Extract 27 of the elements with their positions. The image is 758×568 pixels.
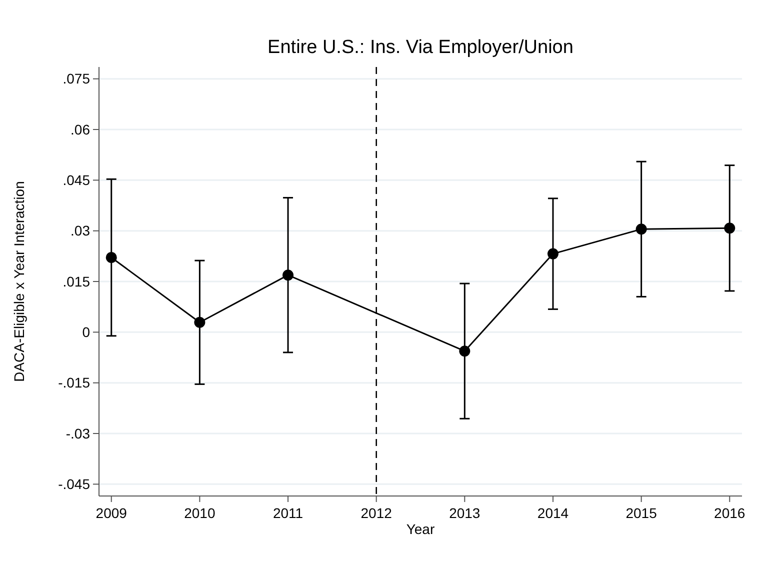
- y-tick-label: .06: [70, 121, 90, 138]
- point: [459, 346, 470, 357]
- x-tick-label: 2009: [96, 505, 128, 521]
- x-tick-label: 2016: [714, 505, 746, 521]
- y-tick-label: .075: [62, 70, 90, 87]
- x-tick-label: 2012: [360, 505, 392, 521]
- y-tick-label: -.015: [58, 374, 90, 391]
- chart-title: Entire U.S.: Ins. Via Employer/Union: [268, 37, 574, 58]
- y-tick-label: .03: [70, 222, 90, 239]
- x-tick-label: 2014: [537, 505, 569, 521]
- x-tick-label: 2015: [626, 505, 658, 521]
- point: [636, 224, 647, 235]
- point: [282, 270, 294, 281]
- x-tick-label: 2011: [272, 505, 304, 521]
- y-tick-label: -.045: [58, 476, 90, 492]
- y-tick-label: -.03: [66, 425, 90, 442]
- point: [194, 316, 206, 328]
- point: [724, 222, 736, 234]
- point: [547, 248, 558, 260]
- x-tick-label: 2013: [449, 505, 480, 521]
- y-axis-title: DACA-Eligible x Year Interaction: [11, 181, 27, 382]
- x-tick-label: 2010: [184, 505, 216, 521]
- x-axis-title: Year: [406, 521, 435, 537]
- y-tick-label: .015: [62, 273, 90, 290]
- y-tick-label: .045: [62, 172, 90, 188]
- point: [106, 252, 117, 264]
- y-tick-label: 0: [82, 324, 90, 340]
